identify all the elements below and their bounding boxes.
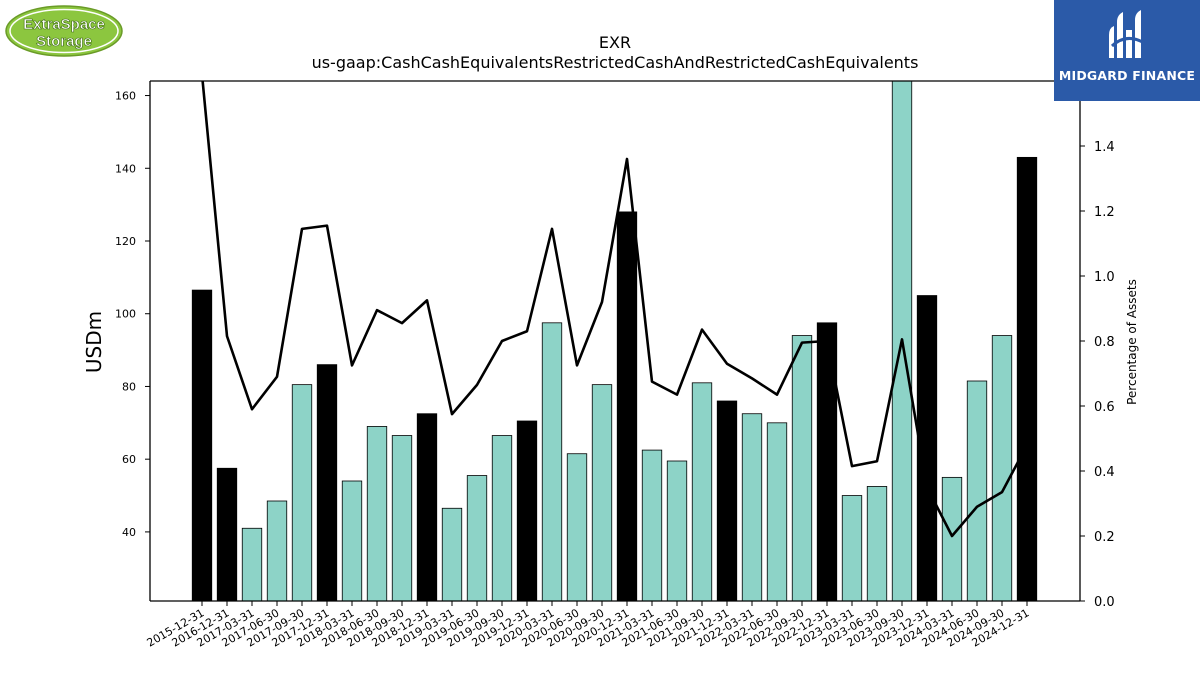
bar-2015-12-31 bbox=[191, 289, 213, 601]
bar-2018-06-30 bbox=[366, 426, 388, 601]
bar-2023-03-31 bbox=[841, 495, 863, 601]
bar-2017-06-30 bbox=[266, 500, 288, 601]
y-tick-label-right: 0.4 bbox=[1094, 465, 1115, 480]
bar-2022-12-31 bbox=[816, 322, 838, 601]
chart-subtitle: us-gaap:CashCashEquivalentsRestrictedCas… bbox=[311, 53, 919, 72]
bar-2022-09-30 bbox=[791, 335, 813, 601]
y-tick-label-left: 80 bbox=[122, 380, 136, 393]
percentage-line bbox=[201, 81, 1029, 538]
logo-left-line1: ExtraSpace bbox=[23, 16, 105, 33]
y-tick-label-right: 0.2 bbox=[1094, 530, 1115, 545]
bar-2018-03-31 bbox=[341, 480, 363, 601]
bar-2019-12-31 bbox=[516, 420, 538, 601]
midgard-finance-logo: MIDGARD FINANCE bbox=[1054, 0, 1200, 101]
bar-2023-12-31 bbox=[916, 295, 938, 601]
y-tick-label-left: 160 bbox=[115, 90, 136, 103]
y-tick-label-left: 100 bbox=[115, 308, 136, 321]
bar-2020-03-31 bbox=[541, 322, 563, 601]
bar-2016-12-31 bbox=[216, 467, 238, 601]
bar-2021-06-30 bbox=[666, 460, 688, 601]
y-tick-label-right: 0.8 bbox=[1094, 335, 1115, 350]
bar-2017-12-31 bbox=[316, 364, 338, 601]
bar-2022-06-30 bbox=[766, 422, 788, 601]
y-tick-label-right: 1.0 bbox=[1094, 270, 1115, 285]
bar-2020-12-31 bbox=[616, 211, 638, 601]
bar-2022-03-31 bbox=[741, 413, 763, 601]
y-tick-label-right: 0.0 bbox=[1094, 595, 1115, 610]
bar-2020-09-30 bbox=[591, 384, 613, 601]
y-tick-label-right: 1.4 bbox=[1094, 140, 1115, 155]
y-axis-label-left: USDm bbox=[82, 311, 106, 373]
y-tick-label-left: 60 bbox=[122, 453, 136, 466]
bar-2024-09-30 bbox=[991, 335, 1013, 601]
logo-left-line2: Storage bbox=[36, 33, 92, 50]
y-tick-label-left: 120 bbox=[115, 235, 136, 248]
bar-2019-09-30 bbox=[491, 435, 513, 601]
y-tick-label-left: 140 bbox=[115, 162, 136, 175]
bar-2018-12-31 bbox=[416, 413, 438, 601]
y-axis-label-right: Percentage of Assets bbox=[1125, 279, 1139, 405]
bar-2019-03-31 bbox=[441, 507, 463, 601]
y-tick-label-right: 0.6 bbox=[1094, 400, 1115, 415]
bar-2020-06-30 bbox=[566, 453, 588, 601]
y-tick-label-right: 1.2 bbox=[1094, 205, 1115, 220]
bar-2021-03-31 bbox=[641, 449, 663, 601]
y-tick-label-left: 40 bbox=[122, 526, 136, 539]
extraspace-logo: ExtraSpace Storage bbox=[5, 5, 123, 57]
bar-2021-12-31 bbox=[716, 400, 738, 601]
line-layer bbox=[201, 81, 1029, 538]
bar-2017-03-31 bbox=[241, 527, 263, 601]
bars-group bbox=[191, 81, 1038, 601]
axes-group: 40 60 80 100 120 140 160 0.0 0.2 0.4 0.6 0.8 1.0 1.2 1… bbox=[115, 80, 1115, 650]
bar-2024-12-31 bbox=[1016, 156, 1038, 601]
bar-2017-09-30 bbox=[291, 384, 313, 601]
chart-title: EXR bbox=[598, 33, 632, 52]
bar-2021-09-30 bbox=[691, 382, 713, 601]
logo-right-text: MIDGARD FINANCE bbox=[1058, 68, 1196, 83]
bar-2024-06-30 bbox=[966, 380, 988, 601]
bar-2018-09-30 bbox=[391, 435, 413, 601]
bar-2019-06-30 bbox=[466, 475, 488, 601]
bar-2023-06-30 bbox=[866, 486, 888, 601]
midgard-emblem-icon bbox=[1109, 10, 1147, 58]
bar-2024-03-31 bbox=[941, 476, 963, 601]
